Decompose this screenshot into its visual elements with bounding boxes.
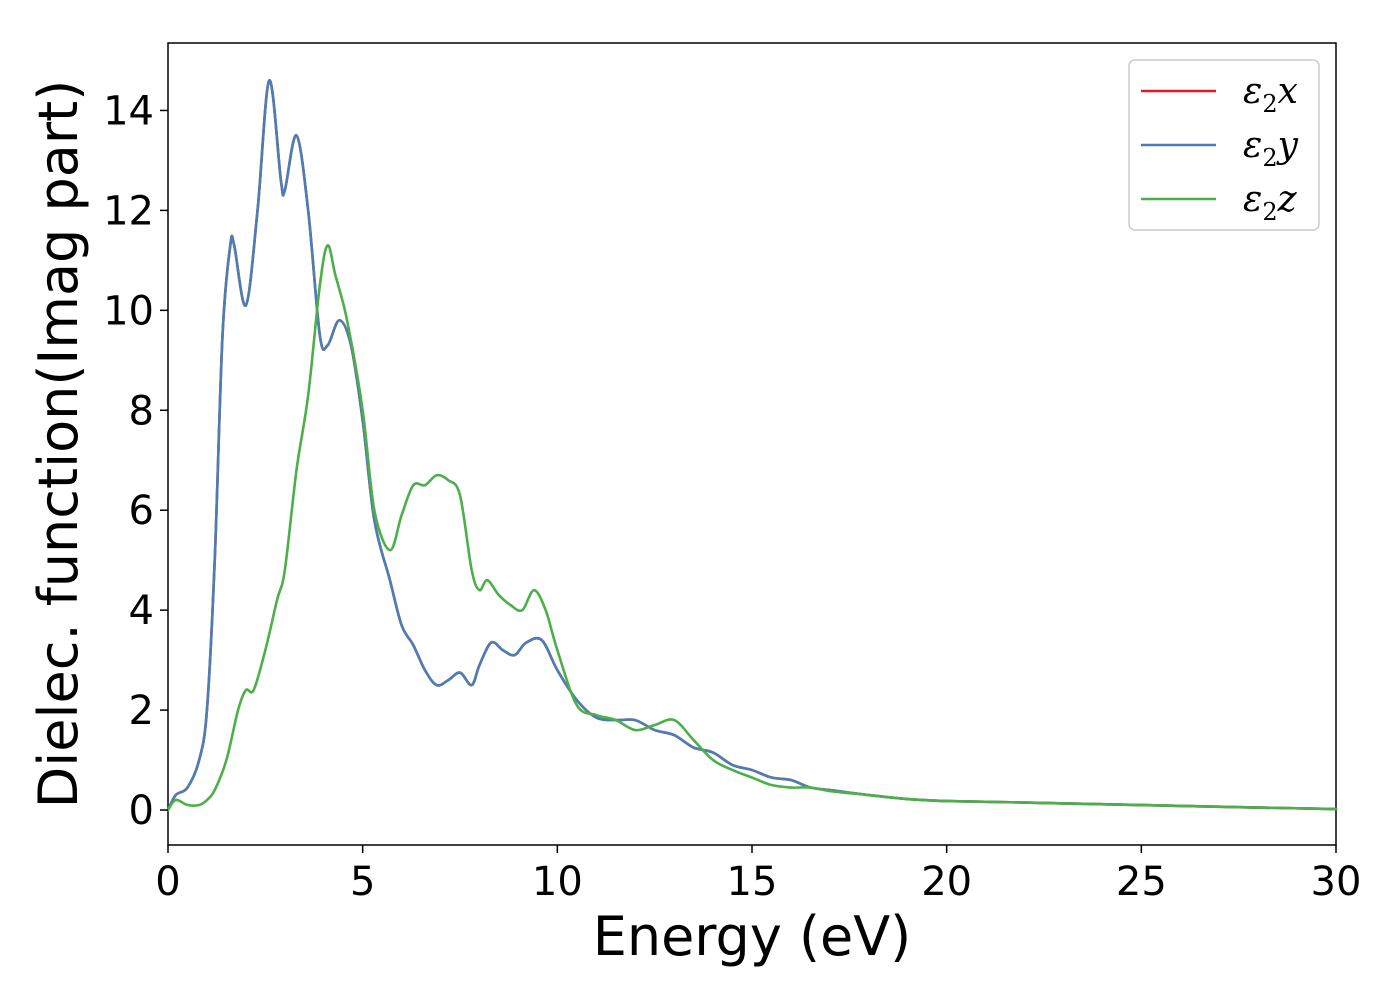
x-axis-title: Energy (eV)	[593, 905, 912, 968]
legend-label-main: ε	[1243, 125, 1262, 166]
y-tick-label: 12	[103, 188, 154, 234]
y-tick-label: 8	[129, 388, 154, 434]
x-tick-label: 15	[727, 859, 778, 905]
x-tick-label: 25	[1116, 859, 1167, 905]
y-tick-label: 6	[129, 488, 154, 534]
y-tick-label: 4	[129, 588, 154, 634]
y-tick-label: 14	[103, 88, 154, 134]
legend-label-tail: y	[1276, 125, 1299, 166]
y-axis-title: Dielec. function(Imag part)	[27, 80, 90, 809]
y-tick-label: 10	[103, 288, 154, 334]
x-tick-label: 20	[921, 859, 972, 905]
x-tick-label: 30	[1311, 859, 1362, 905]
legend-label-tail: x	[1278, 71, 1298, 112]
legend-label-sub: 2	[1262, 198, 1277, 226]
legend-label-tail: z	[1277, 179, 1298, 220]
x-tick-label: 0	[155, 859, 180, 905]
y-tick-label: 0	[129, 788, 154, 834]
y-tick-label: 2	[129, 688, 154, 734]
x-tick-label: 5	[350, 859, 375, 905]
legend-label-sub: 2	[1262, 144, 1277, 172]
legend-label-main: ε	[1243, 71, 1262, 112]
legend-label-sub: 2	[1262, 90, 1277, 118]
legend-label-main: ε	[1243, 179, 1262, 220]
x-tick-label: 10	[532, 859, 583, 905]
